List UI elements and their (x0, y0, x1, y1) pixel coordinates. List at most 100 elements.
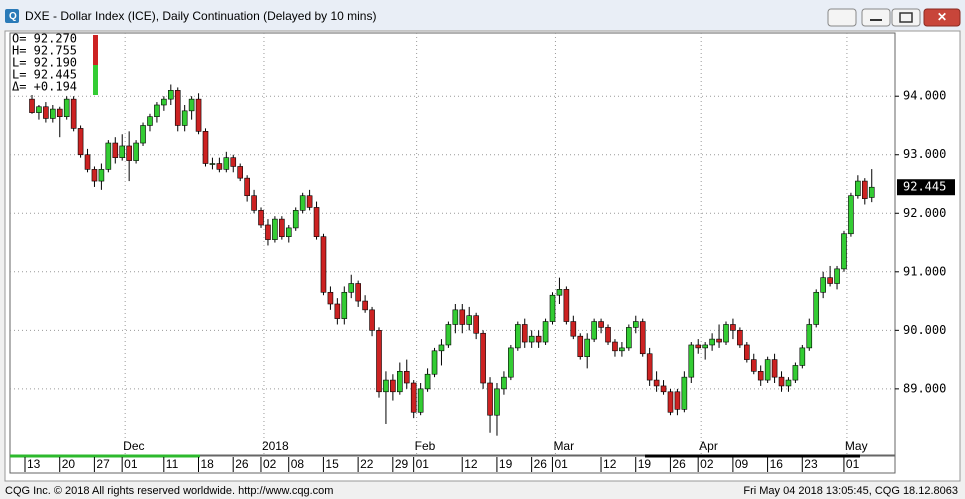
candle-body (799, 347, 806, 366)
candle-body (258, 210, 264, 226)
date-tick-label: 01 (554, 457, 568, 471)
candle-body (320, 236, 327, 293)
window-title: DXE - Dollar Index (ICE), Daily Continua… (25, 9, 376, 23)
maximize-button[interactable] (891, 8, 921, 27)
candle-body (161, 98, 167, 106)
candle-body (591, 321, 597, 340)
candle-body (730, 324, 736, 331)
minimize-button[interactable] (861, 8, 891, 27)
candle-body (626, 327, 632, 349)
candle-body (487, 382, 493, 416)
date-tick-label: 19 (499, 457, 513, 471)
candle-body (119, 145, 126, 158)
candle-body (334, 303, 341, 319)
candle-body (348, 283, 355, 293)
candle-body (494, 388, 500, 416)
candle-body (855, 180, 861, 197)
date-tick-label: 12 (603, 457, 617, 471)
candle-body (140, 125, 146, 144)
candle-body (410, 382, 417, 413)
candle-body (570, 321, 577, 337)
app-icon-glyph: Q (9, 11, 17, 22)
date-axis (9, 455, 896, 474)
date-tick-label: 13 (27, 457, 41, 471)
candle-body (105, 142, 112, 170)
candle-body (313, 207, 320, 237)
mini-bar-up (93, 65, 98, 95)
y-tick-label: 90.000 (903, 323, 946, 337)
month-label: 2018 (262, 439, 289, 453)
ohlc-info: O= 92.270 (12, 32, 77, 46)
candle-body (619, 347, 625, 352)
candle-body (632, 321, 639, 328)
candle-body (757, 371, 764, 381)
month-label: Mar (553, 439, 574, 453)
candle-body (56, 108, 63, 117)
month-label: May (845, 439, 868, 453)
candle-body (292, 210, 299, 229)
candle-body (744, 344, 750, 360)
last-price-label: 92.445 (903, 180, 946, 194)
candle-body (688, 344, 695, 378)
date-tick-label: 26 (534, 457, 548, 471)
candle-body (383, 379, 389, 393)
candle-body (84, 154, 91, 170)
date-tick-label: 01 (124, 457, 138, 471)
candle-body (195, 98, 202, 132)
candle-body (36, 106, 42, 113)
candle-body (598, 321, 604, 328)
candle-body (792, 365, 799, 381)
ohlc-info: Δ= +0.194 (12, 80, 77, 94)
candle-body (667, 391, 674, 413)
date-tick-label: 29 (395, 457, 409, 471)
candle-body (459, 309, 466, 325)
candle-body (695, 344, 702, 349)
candle-body (716, 338, 722, 343)
candle-body (209, 163, 216, 165)
candle-body (424, 373, 431, 390)
footer-right: Fri May 04 2018 13:05:45, CQG 18.12.8063 (743, 485, 958, 497)
candle-body (50, 108, 56, 119)
candle-body (827, 277, 833, 284)
candle-body (452, 309, 459, 325)
y-tick-label: 91.000 (903, 264, 946, 278)
candle-body (244, 177, 250, 197)
date-tick-label: 09 (735, 457, 749, 471)
candle-body (709, 338, 715, 346)
candle-body (29, 98, 35, 113)
date-tick-label: 26 (235, 457, 249, 471)
date-tick-label: 02 (700, 457, 714, 471)
candle-body (584, 338, 591, 357)
last-price-box (897, 179, 955, 196)
candle-body (112, 142, 119, 158)
candle-body (813, 291, 820, 325)
ohlc-info: H= 92.755 (12, 44, 77, 58)
candle-body (154, 104, 160, 117)
candle-body (466, 315, 473, 325)
candle-body (70, 98, 77, 129)
candle-body (279, 218, 285, 237)
candle-body (77, 128, 84, 156)
y-tick-label: 94.000 (903, 89, 946, 103)
title-bar (0, 0, 965, 30)
date-tick-label: 08 (291, 457, 305, 471)
date-tick-label: 01 (846, 457, 860, 471)
candle-body (181, 110, 188, 126)
candle-body (126, 145, 132, 161)
date-tick-label: 18 (201, 457, 215, 471)
candle-body (806, 324, 813, 349)
candle-body (660, 385, 667, 393)
candle-body (438, 344, 445, 352)
close-glyph: ✕ (937, 10, 947, 24)
candle-body (480, 332, 486, 384)
candle-body (778, 376, 785, 387)
date-tick-label: 02 (263, 457, 277, 471)
plot-area (9, 32, 896, 456)
close-button[interactable] (923, 8, 961, 27)
candle-body (417, 388, 424, 413)
link-button[interactable] (827, 8, 857, 27)
month-label: Feb (415, 439, 436, 453)
candle-body (785, 379, 792, 387)
candle-body (341, 291, 348, 319)
